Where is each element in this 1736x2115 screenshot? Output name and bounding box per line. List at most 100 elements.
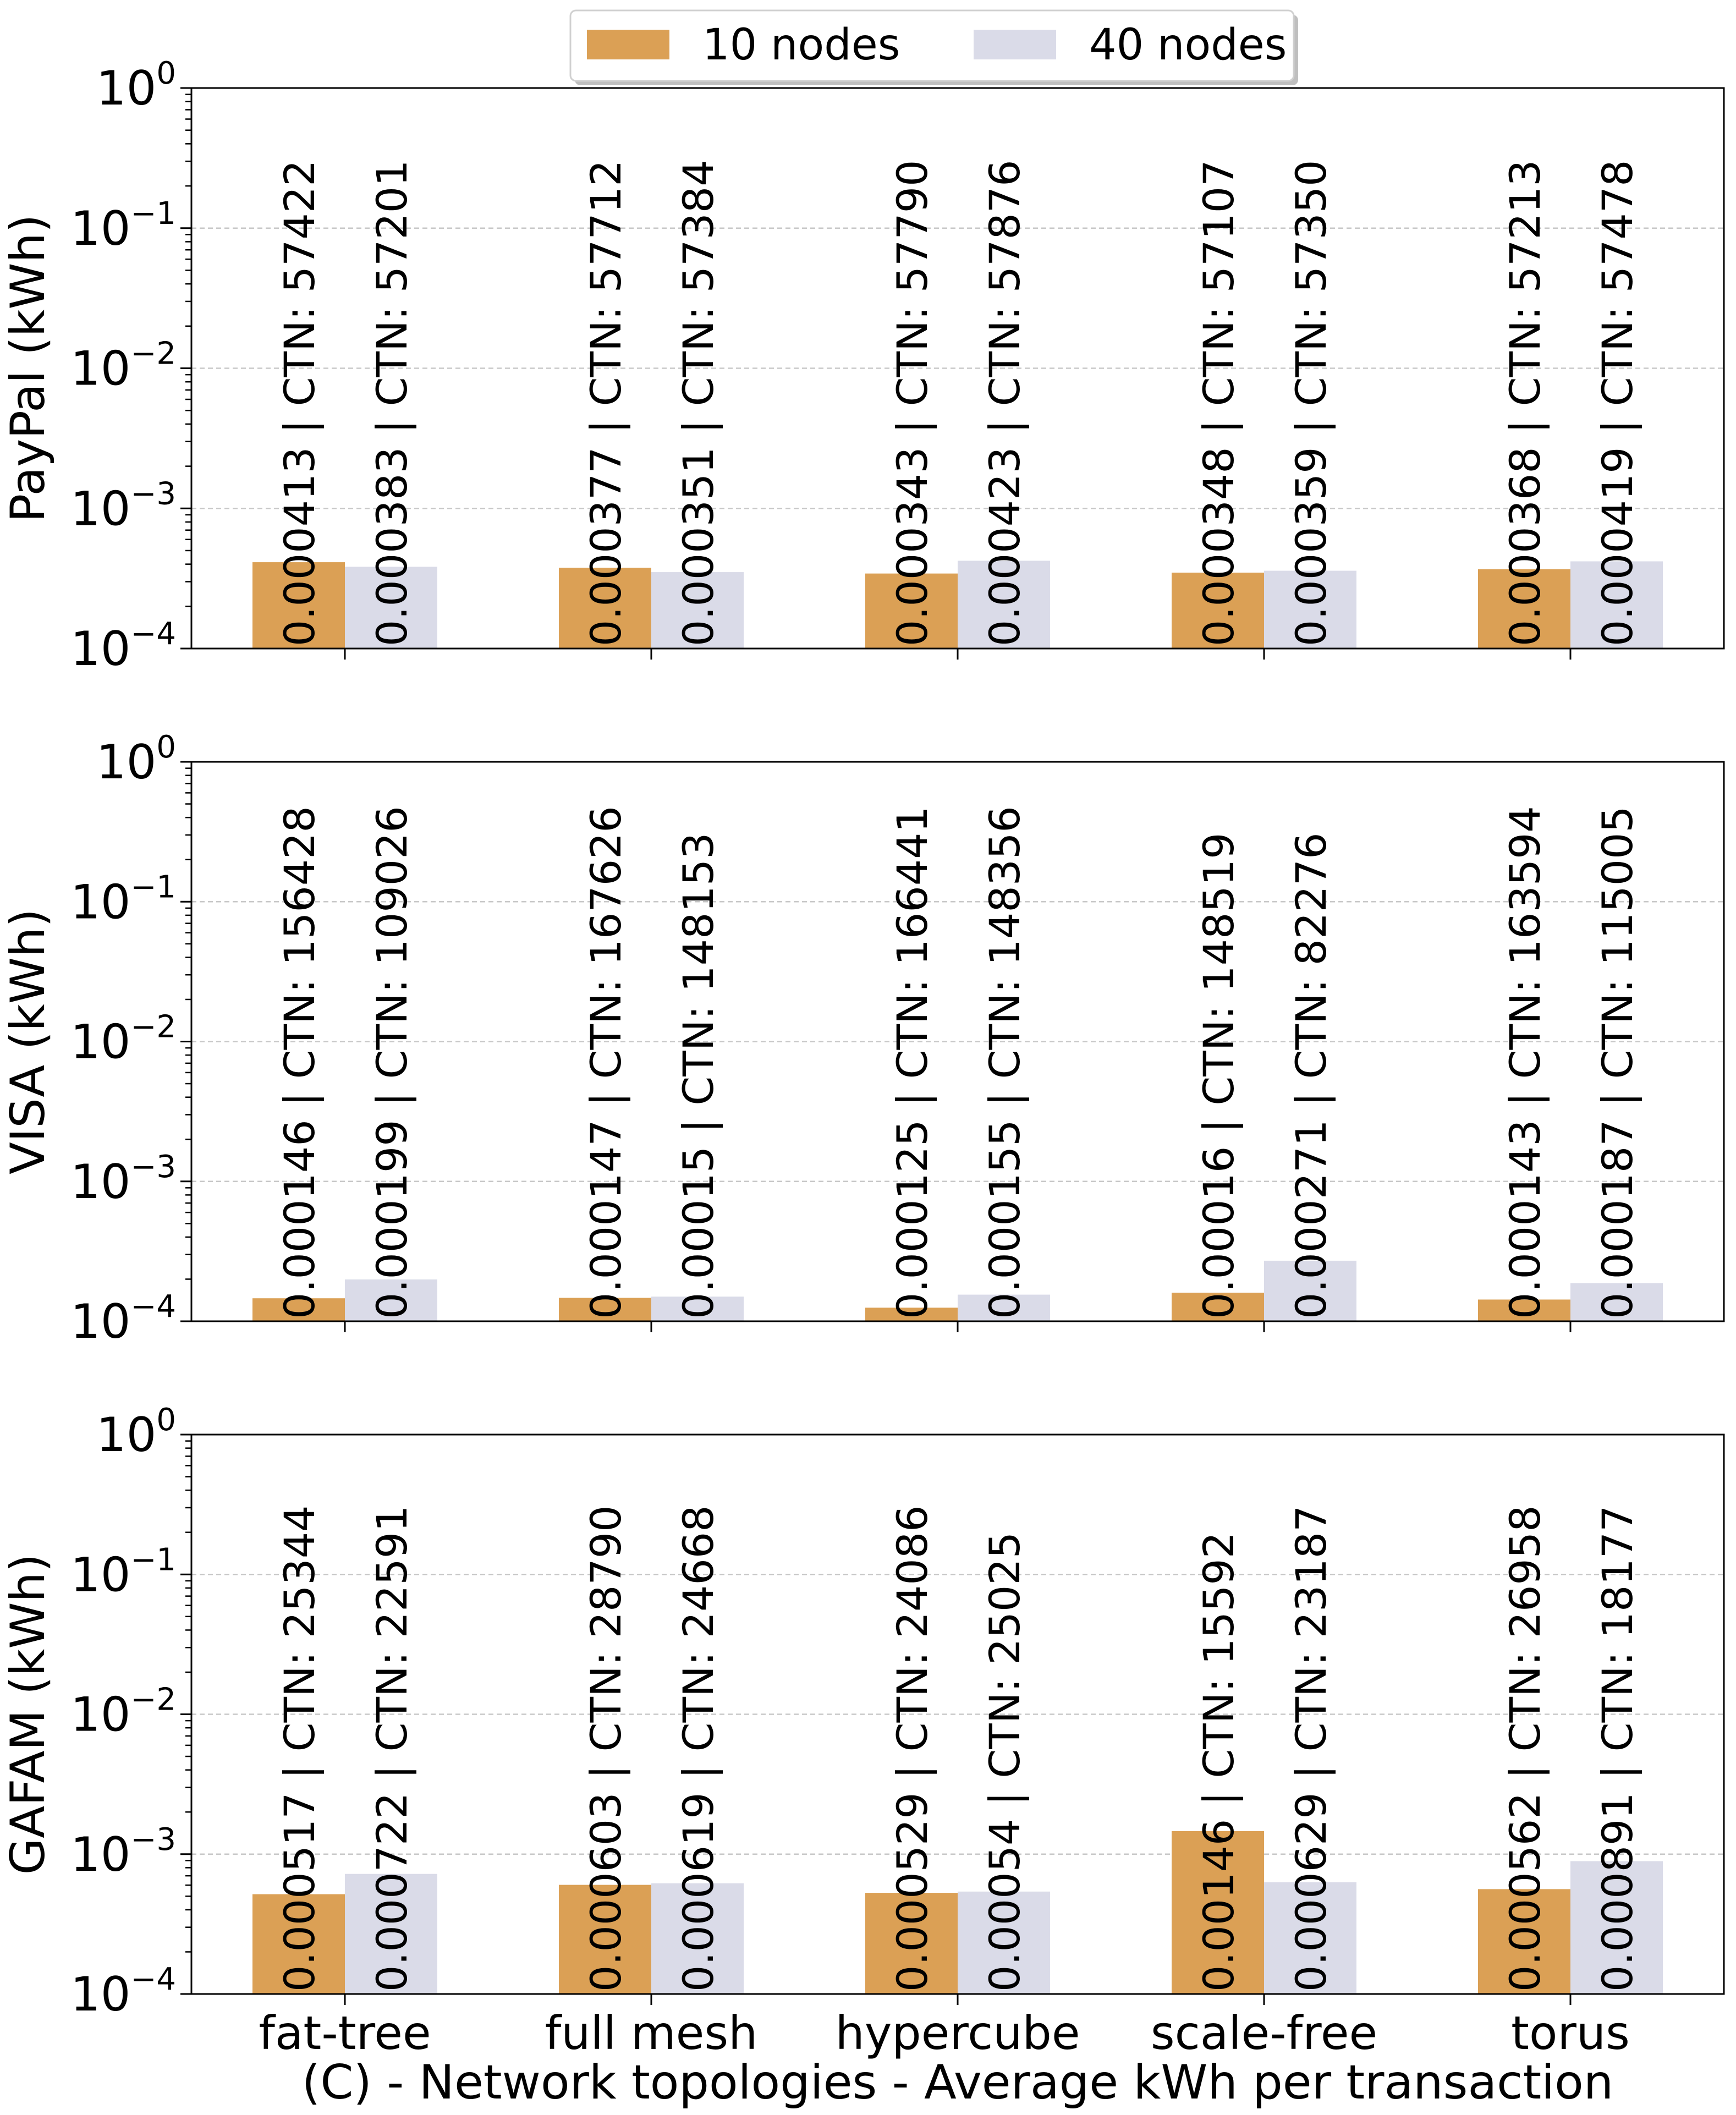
bar-10-nodes bbox=[252, 562, 345, 649]
y-tick-exponent: −1 bbox=[130, 196, 176, 232]
y-tick-base: 10 bbox=[70, 1688, 130, 1743]
bar-data-label: 0.000147 | CTN: 167626 bbox=[581, 806, 631, 1319]
y-tick-label: 10−4 bbox=[70, 1962, 176, 2022]
bar-10-nodes bbox=[252, 1298, 345, 1321]
axes-frame bbox=[190, 87, 1725, 650]
axes-frame bbox=[190, 761, 1725, 1322]
y-tick-label: 10−4 bbox=[70, 1289, 176, 1349]
y-tick-base: 10 bbox=[70, 875, 130, 930]
bar-data-label: 0.000423 | CTN: 57876 bbox=[980, 160, 1030, 646]
y-tick-exponent: −4 bbox=[130, 1962, 176, 1997]
bar-data-label: 0.000413 | CTN: 57422 bbox=[275, 160, 325, 646]
y-tick-label: 10−2 bbox=[70, 1009, 176, 1070]
bar-data-label: 0.000359 | CTN: 57350 bbox=[1287, 160, 1336, 646]
y-tick-base: 10 bbox=[70, 201, 130, 256]
bar-data-label: 0.000517 | CTN: 25344 bbox=[275, 1506, 325, 1992]
y-axis-label: VISA (kWh) bbox=[1, 909, 56, 1174]
bar-data-label: 0.000603 | CTN: 28790 bbox=[581, 1506, 631, 1992]
bar-40-nodes bbox=[958, 1294, 1050, 1321]
legend-label: 40 nodes bbox=[1089, 20, 1287, 70]
bar-40-nodes bbox=[1570, 561, 1663, 649]
legend-box bbox=[569, 9, 1295, 82]
bar-data-label: 0.000529 | CTN: 24086 bbox=[888, 1506, 937, 1992]
y-tick-base: 10 bbox=[70, 1827, 130, 1882]
y-tick-base: 10 bbox=[96, 1408, 156, 1463]
panel-gafam: 0.000517 | CTN: 25344 0.000722 | CTN: 225… bbox=[1, 1402, 1725, 2022]
y-tick-base: 10 bbox=[70, 1015, 130, 1070]
y-tick-exponent: −2 bbox=[130, 1682, 176, 1718]
y-tick-label: 10−2 bbox=[70, 1682, 176, 1743]
bar-data-label: 0.000377 | CTN: 57712 bbox=[581, 160, 631, 646]
bar-10-nodes bbox=[1478, 1889, 1570, 1994]
y-tick-exponent: −3 bbox=[130, 1822, 176, 1858]
bar-40-nodes bbox=[345, 1279, 437, 1321]
bar-10-nodes bbox=[559, 568, 651, 649]
bar-10-nodes bbox=[252, 1894, 345, 1994]
bar-data-label: 0.000187 | CTN: 115005 bbox=[1593, 806, 1642, 1319]
legend-swatch bbox=[587, 30, 669, 59]
y-tick-label: 10−2 bbox=[70, 336, 176, 397]
y-tick-base: 10 bbox=[70, 1547, 130, 1602]
panel-paypal: 0.000413 | CTN: 57422 0.000383 | CTN: 572… bbox=[1, 56, 1725, 677]
y-tick-exponent: −2 bbox=[130, 1009, 176, 1045]
bar-40-nodes bbox=[1570, 1283, 1663, 1321]
y-tick-base: 10 bbox=[70, 1967, 130, 2022]
y-tick-exponent: −4 bbox=[130, 616, 176, 652]
bar-data-label: 0.000271 | CTN: 82276 bbox=[1287, 833, 1336, 1319]
bar-data-label: 0.000383 | CTN: 57201 bbox=[367, 160, 417, 646]
bar-data-label: 0.00015 | CTN: 148153 bbox=[674, 833, 723, 1319]
x-tick-label: fat-tree bbox=[259, 2006, 431, 2060]
y-tick-exponent: 0 bbox=[156, 1402, 176, 1438]
x-tick-label: scale-free bbox=[1151, 2006, 1377, 2060]
y-axis-label: PayPal (kWh) bbox=[1, 215, 56, 523]
bar-40-nodes bbox=[1264, 1882, 1356, 1994]
bar-data-label: 0.000419 | CTN: 57478 bbox=[1593, 160, 1642, 646]
bar-40-nodes bbox=[1570, 1861, 1663, 1994]
bar-data-label: 0.000562 | CTN: 26958 bbox=[1501, 1506, 1550, 1992]
x-tick-label: full mesh bbox=[545, 2006, 758, 2060]
bar-10-nodes bbox=[1478, 569, 1570, 649]
y-tick-label: 10−1 bbox=[70, 1542, 176, 1602]
bar-40-nodes bbox=[651, 1297, 744, 1321]
y-tick-exponent: −2 bbox=[130, 336, 176, 372]
y-tick-label: 10−3 bbox=[70, 476, 176, 536]
y-tick-label: 100 bbox=[96, 1402, 176, 1463]
y-tick-exponent: −1 bbox=[130, 869, 176, 905]
y-tick-label: 10−3 bbox=[70, 1149, 176, 1210]
y-tick-base: 10 bbox=[70, 481, 130, 536]
bar-40-nodes bbox=[651, 1883, 744, 1994]
bar-10-nodes bbox=[559, 1298, 651, 1321]
bar-data-label: 0.000722 | CTN: 22591 bbox=[367, 1506, 417, 1992]
bar-40-nodes bbox=[1264, 1260, 1356, 1321]
bar-10-nodes bbox=[1172, 1831, 1264, 1994]
y-tick-exponent: −3 bbox=[130, 1149, 176, 1185]
bar-data-label: 0.000891 | CTN: 18177 bbox=[1593, 1506, 1642, 1992]
bar-data-label: 0.000143 | CTN: 163594 bbox=[1501, 806, 1550, 1319]
bar-data-label: 0.00146 | CTN: 15592 bbox=[1194, 1532, 1244, 1992]
x-tick-label: hypercube bbox=[835, 2006, 1080, 2060]
bar-data-label: 0.000629 | CTN: 23187 bbox=[1287, 1506, 1336, 1992]
bar-10-nodes bbox=[1478, 1299, 1570, 1321]
bar-10-nodes bbox=[865, 1308, 958, 1321]
bar-40-nodes bbox=[651, 572, 744, 649]
bar-40-nodes bbox=[345, 1874, 437, 1994]
y-tick-exponent: −3 bbox=[130, 476, 176, 512]
bar-data-label: 0.000343 | CTN: 57790 bbox=[888, 160, 937, 646]
x-tick-label: torus bbox=[1511, 2006, 1630, 2060]
panel-visa: 0.000146 | CTN: 156428 0.000199 | CTN: 10… bbox=[1, 729, 1725, 1349]
y-tick-label: 100 bbox=[96, 729, 176, 790]
bar-10-nodes bbox=[1172, 1293, 1264, 1321]
bar-data-label: 0.000155 | CTN: 148356 bbox=[980, 806, 1030, 1319]
bar-data-label: 0.000199 | CTN: 109026 bbox=[367, 806, 417, 1319]
y-tick-exponent: −1 bbox=[130, 1542, 176, 1578]
bar-data-label: 0.000619 | CTN: 24668 bbox=[674, 1506, 723, 1992]
x-axis-label: (C) - Network topologies - Average kWh p… bbox=[302, 2055, 1613, 2110]
bar-10-nodes bbox=[1172, 573, 1264, 649]
y-tick-base: 10 bbox=[70, 1155, 130, 1210]
y-tick-label: 10−4 bbox=[70, 616, 176, 677]
y-tick-base: 10 bbox=[96, 61, 156, 116]
bar-40-nodes bbox=[958, 561, 1050, 649]
bar-data-label: 0.00016 | CTN: 148519 bbox=[1194, 833, 1244, 1319]
